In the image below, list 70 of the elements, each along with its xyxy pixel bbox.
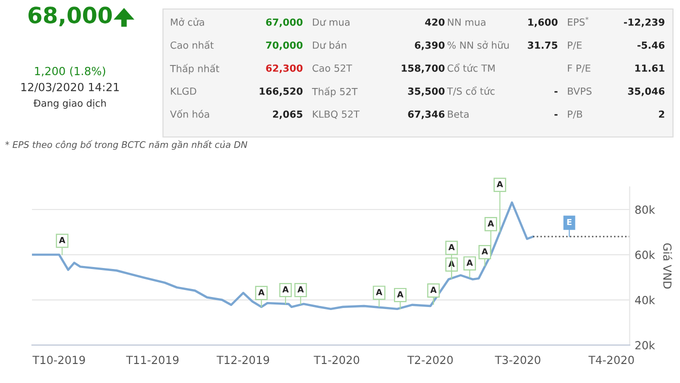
- text: -: [554, 114, 558, 116]
- annotation: A: [482, 248, 488, 254]
- annotation: A: [282, 286, 289, 292]
- text: Dư mua: [312, 18, 350, 26]
- annotation: E: [567, 218, 572, 226]
- line-series: [32, 201, 534, 310]
- annotation: A: [297, 286, 304, 292]
- text: 420: [425, 18, 445, 26]
- text: 67,346: [408, 110, 444, 120]
- text: 1,200 (1.8%): [35, 66, 106, 77]
- y-tick-label: 60k: [635, 250, 656, 260]
- text: Dư bán: [312, 40, 346, 49]
- text: Vốn hóa: [170, 109, 210, 118]
- text: 158,700: [402, 64, 445, 74]
- x-tick-label: T2-2020: [407, 356, 453, 364]
- x-tick-label: T10-2019: [32, 356, 85, 364]
- x-tick-label: T3-2020: [494, 356, 540, 364]
- annotation: A: [397, 291, 404, 298]
- text: 2,065: [273, 110, 302, 120]
- annotation: A: [376, 289, 382, 296]
- text: 31.75: [528, 41, 558, 49]
- text: EPS$^{*}$: [568, 16, 588, 26]
- x-tick-label: T11-2019: [126, 356, 179, 364]
- text: Cổ tức TM: [448, 63, 495, 72]
- y-tick-label: 20k: [635, 340, 656, 350]
- x-tick-label: T4-2020: [588, 356, 634, 364]
- annotation: A: [258, 289, 265, 296]
- annotation: A: [58, 237, 66, 244]
- text: 2: [659, 110, 664, 118]
- annotation: A: [488, 220, 494, 226]
- text: Đang giao dịch: [33, 99, 106, 109]
- text: KLGD: [170, 87, 196, 95]
- annotation: A: [496, 181, 504, 188]
- y-tick-label: 40k: [635, 296, 656, 304]
- text: Cao nhất: [170, 40, 214, 49]
- text: Beta: [448, 110, 469, 118]
- text: 11.61: [635, 64, 664, 72]
- text: P/B: [568, 110, 582, 119]
- text: Thấp nhất: [170, 64, 220, 74]
- x-tick-label: T12-2019: [216, 356, 270, 364]
- text: 12/03/2020 14:21: [21, 82, 119, 92]
- text: 35,046: [628, 87, 664, 96]
- text: BVPS: [568, 87, 592, 95]
- text: * EPS theo công bố trong BCTC năm gần nhất của DN: [5, 140, 248, 150]
- text: NN mua: [448, 18, 486, 26]
- annotation: A: [466, 260, 473, 266]
- text: -5.46: [638, 41, 664, 49]
- x-tick-label: T1-2020: [314, 356, 360, 364]
- text: Mở cửa: [170, 18, 204, 26]
- annotation: A: [430, 286, 437, 293]
- text: % NN sở hữu: [448, 40, 509, 49]
- text: -: [554, 91, 558, 93]
- text: 6,390: [414, 41, 445, 50]
- text: P/E: [568, 42, 582, 50]
- text: -12,239: [624, 18, 664, 28]
- text: 62,300: [266, 64, 303, 74]
- annotation: A: [448, 244, 455, 250]
- text: 67,000: [266, 18, 303, 28]
- text: 35,500: [408, 87, 445, 96]
- text: Cao 52T: [312, 64, 352, 72]
- text: KLBQ 52T: [312, 110, 360, 119]
- text: T/S cổ tức: [446, 86, 495, 96]
- y-axis-title: Giá VND: [663, 243, 672, 289]
- y-tick-label: 80k: [635, 205, 656, 214]
- text: 68,000: [28, 6, 112, 26]
- text: 1,600: [528, 18, 558, 28]
- text: F P/E: [568, 64, 590, 73]
- text: 166,520: [260, 87, 303, 96]
- text: Thấp 52T: [312, 86, 358, 98]
- text: 70,000: [266, 41, 303, 50]
